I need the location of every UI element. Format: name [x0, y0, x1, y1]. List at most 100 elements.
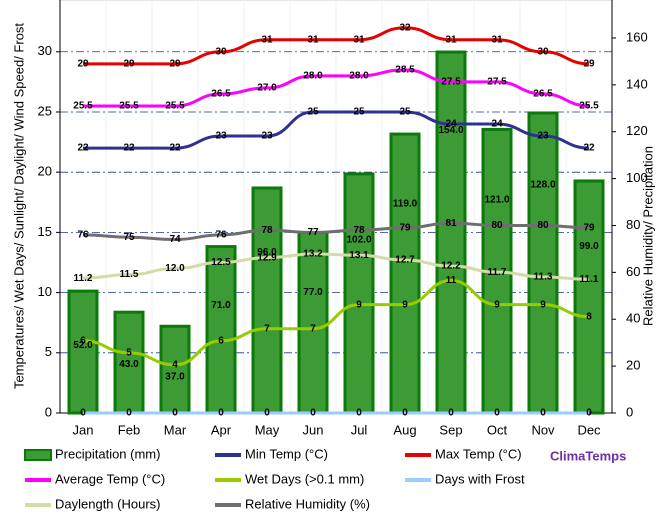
data-label: 26.5 [533, 89, 553, 100]
x-tick-label: Oct [487, 422, 508, 437]
data-label: 9 [356, 299, 362, 310]
data-label: 77.0 [303, 287, 323, 298]
data-label: 0 [356, 408, 362, 419]
data-label: 31 [261, 34, 273, 45]
bar [205, 245, 237, 415]
y-tick-label: 15 [38, 224, 52, 239]
data-label: 22 [583, 143, 595, 154]
data-label: 154.0 [438, 125, 463, 136]
x-tick-label: Jan [73, 422, 94, 437]
data-label: 43.0 [119, 359, 139, 370]
y-tick-label: 5 [45, 344, 52, 359]
x-tick-label: Sep [439, 422, 462, 437]
data-label: 23 [537, 131, 549, 142]
data-label: 6 [80, 335, 86, 346]
data-label: 77 [307, 227, 319, 238]
data-label: 4 [172, 359, 178, 370]
legend-label: Daylength (Hours) [55, 496, 161, 511]
data-label: 78 [353, 225, 365, 236]
data-label: 22 [77, 143, 89, 154]
data-label: 25.5 [579, 101, 599, 112]
y-tick-label: 20 [38, 164, 52, 179]
data-label: 28.0 [303, 70, 323, 81]
data-label: 0 [172, 408, 178, 419]
legend-label: Precipitation (mm) [55, 446, 160, 461]
data-label: 0 [494, 408, 500, 419]
data-label: 28.5 [395, 64, 415, 75]
y-axis-title: Temperatures/ Wet Days/ Sunlight/ Daylig… [11, 23, 26, 389]
bar [113, 310, 145, 415]
legend-swatch [24, 449, 52, 461]
data-label: 23 [215, 131, 227, 142]
data-label: 12.2 [441, 261, 461, 272]
data-label: 102.0 [346, 234, 371, 245]
y2-tick-label: 80 [626, 217, 640, 232]
data-label: 13.2 [303, 249, 323, 260]
data-label: 6 [218, 335, 224, 346]
data-label: 11.1 [580, 274, 599, 285]
bar [435, 50, 467, 415]
series-line [83, 26, 590, 66]
data-label: 75 [123, 232, 135, 243]
data-label: 11.3 [534, 272, 553, 283]
data-label: 5 [126, 347, 132, 358]
data-label: 37.0 [165, 372, 185, 383]
data-label: 74 [169, 234, 181, 245]
data-label: 128.0 [530, 180, 555, 191]
data-label: 22 [123, 143, 135, 154]
data-label: 27.5 [441, 77, 461, 88]
x-tick-label: Dec [577, 422, 601, 437]
data-label: 121.0 [484, 194, 509, 205]
data-label: 9 [494, 299, 500, 310]
data-label: 24 [445, 119, 457, 130]
data-label: 22 [169, 143, 181, 154]
data-label: 80 [491, 220, 503, 231]
data-label: 79 [583, 222, 595, 233]
data-label: 29 [583, 58, 595, 69]
data-label: 7 [310, 323, 316, 334]
data-label: 80 [537, 220, 549, 231]
x-tick-label: Mar [164, 422, 187, 437]
series-line [82, 252, 590, 281]
data-label: 25 [307, 107, 319, 118]
bar [389, 132, 421, 415]
data-label: 26.5 [211, 89, 231, 100]
y2-tick-label: 100 [626, 170, 648, 185]
series-line [82, 68, 590, 108]
bar [159, 324, 191, 415]
x-tick-label: Feb [118, 422, 140, 437]
data-label: 119.0 [393, 199, 418, 210]
data-label: 32 [399, 22, 411, 33]
data-label: 81 [445, 218, 457, 229]
legend-label: Days with Frost [435, 471, 525, 486]
data-label: 0 [264, 408, 270, 419]
data-label: 7 [264, 323, 270, 334]
data-label: 11.2 [74, 273, 93, 284]
data-label: 24 [491, 119, 503, 130]
data-label: 11 [446, 275, 457, 286]
series-line [82, 110, 590, 150]
data-label: 25 [399, 107, 411, 118]
data-label: 12.7 [395, 255, 415, 266]
y2-tick-label: 20 [626, 358, 640, 373]
data-label: 27.5 [487, 77, 507, 88]
data-label: 11.5 [120, 269, 139, 280]
data-label: 0 [218, 408, 224, 419]
data-label: 29 [77, 58, 89, 69]
bar [251, 186, 283, 415]
data-label: 31 [445, 34, 457, 45]
data-label: 0 [448, 408, 454, 419]
data-label: 96.0 [257, 247, 277, 258]
data-label: 0 [540, 408, 546, 419]
data-label: 0 [126, 408, 132, 419]
series-line [82, 279, 590, 367]
data-label: 79 [399, 222, 411, 233]
bar [573, 179, 605, 415]
y2-tick-label: 120 [626, 123, 648, 138]
legend-label: Min Temp (°C) [245, 446, 328, 461]
data-label: 27.0 [257, 83, 277, 94]
bar [527, 111, 559, 415]
x-tick-label: Jul [351, 422, 368, 437]
data-label: 52.0 [73, 340, 93, 351]
y2-tick-label: 160 [626, 29, 648, 44]
